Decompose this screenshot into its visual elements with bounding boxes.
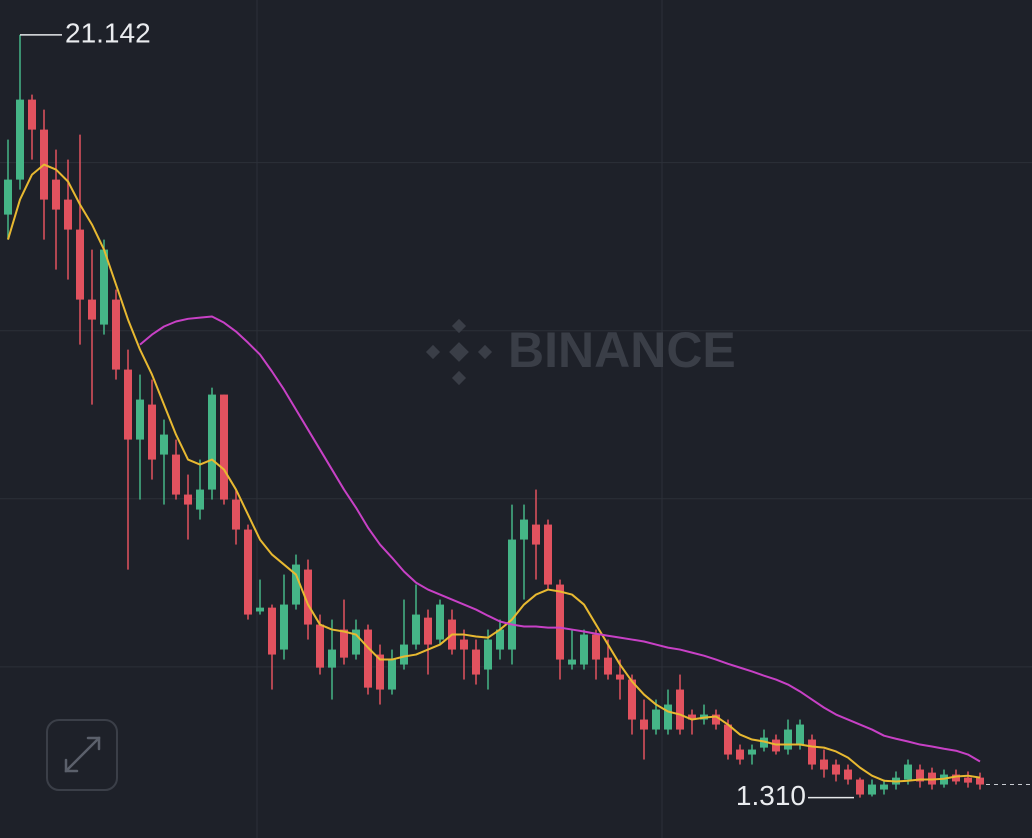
candle-body bbox=[508, 539, 516, 650]
candle-body bbox=[916, 769, 924, 782]
candle-body bbox=[52, 179, 60, 210]
candle-body bbox=[340, 629, 348, 658]
candle-body bbox=[184, 494, 192, 505]
candle-body bbox=[880, 784, 888, 790]
candle-body bbox=[136, 399, 144, 440]
candle-body bbox=[964, 777, 972, 783]
candle-body bbox=[268, 607, 276, 655]
candle-body bbox=[436, 604, 444, 640]
candle-body bbox=[652, 709, 660, 730]
candle-body bbox=[76, 229, 84, 300]
candle-body bbox=[280, 604, 288, 650]
candle-body bbox=[724, 724, 732, 755]
candle-body bbox=[376, 654, 384, 690]
candle-body bbox=[532, 524, 540, 545]
candle-body bbox=[256, 607, 264, 612]
candle-body bbox=[460, 639, 468, 650]
candle-body bbox=[484, 639, 492, 670]
candle-body bbox=[616, 674, 624, 680]
candle-body bbox=[88, 299, 96, 320]
candle-body bbox=[100, 249, 108, 325]
high-label: 21.142 bbox=[65, 17, 151, 48]
low-label: 1.310 bbox=[736, 780, 806, 811]
candle-body bbox=[760, 737, 768, 748]
moving-average-line bbox=[7, 163, 981, 783]
candle-body bbox=[736, 749, 744, 760]
candle-body bbox=[304, 569, 312, 625]
candle-body bbox=[208, 394, 216, 490]
candle-body bbox=[316, 624, 324, 668]
candle-body bbox=[520, 519, 528, 540]
moving-average-line bbox=[139, 315, 981, 763]
candle-body bbox=[868, 784, 876, 795]
candle-body bbox=[112, 299, 120, 370]
candle-body bbox=[196, 489, 204, 510]
candle-body bbox=[820, 759, 828, 770]
candle-body bbox=[904, 764, 912, 780]
candle-body bbox=[388, 659, 396, 690]
candle-body bbox=[160, 434, 168, 455]
expand-icon bbox=[64, 736, 101, 773]
candle-body bbox=[28, 99, 36, 130]
candle-body bbox=[808, 739, 816, 765]
watermark-text: BINANCE bbox=[508, 322, 736, 378]
candle-body bbox=[220, 394, 228, 500]
candle-body bbox=[592, 634, 600, 660]
candle-body bbox=[628, 679, 636, 720]
plot-area: 21.142 1.310 bbox=[4, 17, 1032, 811]
candle-body bbox=[568, 659, 576, 665]
candle-body bbox=[328, 649, 336, 668]
expand-button[interactable] bbox=[46, 719, 118, 791]
watermark: BINANCE bbox=[425, 318, 736, 386]
candle-body bbox=[412, 614, 420, 645]
candle-body bbox=[844, 769, 852, 780]
candle-body bbox=[244, 529, 252, 615]
candle-body bbox=[4, 179, 12, 215]
candle-body bbox=[976, 777, 984, 785]
candle-body bbox=[796, 724, 804, 745]
candle-body bbox=[712, 714, 720, 725]
candle-body bbox=[664, 704, 672, 730]
candle-body bbox=[148, 404, 156, 460]
candle-body bbox=[472, 649, 480, 675]
candle-body bbox=[424, 617, 432, 645]
candle-body bbox=[688, 714, 696, 720]
candle-body bbox=[64, 199, 72, 230]
candle-body bbox=[16, 99, 24, 180]
candle-body bbox=[364, 629, 372, 688]
candle-body bbox=[784, 729, 792, 750]
candle-body bbox=[580, 634, 588, 665]
candle-body bbox=[292, 564, 300, 605]
candle-body bbox=[124, 369, 132, 440]
candle-body bbox=[832, 764, 840, 775]
candle-body bbox=[544, 524, 552, 585]
candle-body bbox=[676, 689, 684, 730]
candle-body bbox=[748, 749, 756, 755]
candle-body bbox=[400, 644, 408, 665]
candle-body bbox=[172, 454, 180, 495]
candle-body bbox=[496, 629, 504, 650]
candle-body bbox=[232, 499, 240, 530]
candle-body bbox=[640, 719, 648, 730]
candle-body bbox=[604, 657, 612, 675]
candle-body bbox=[556, 584, 564, 660]
candle-body bbox=[856, 779, 864, 795]
candle-body bbox=[952, 774, 960, 782]
watermark-logo bbox=[425, 318, 493, 386]
candle-body bbox=[352, 629, 360, 655]
